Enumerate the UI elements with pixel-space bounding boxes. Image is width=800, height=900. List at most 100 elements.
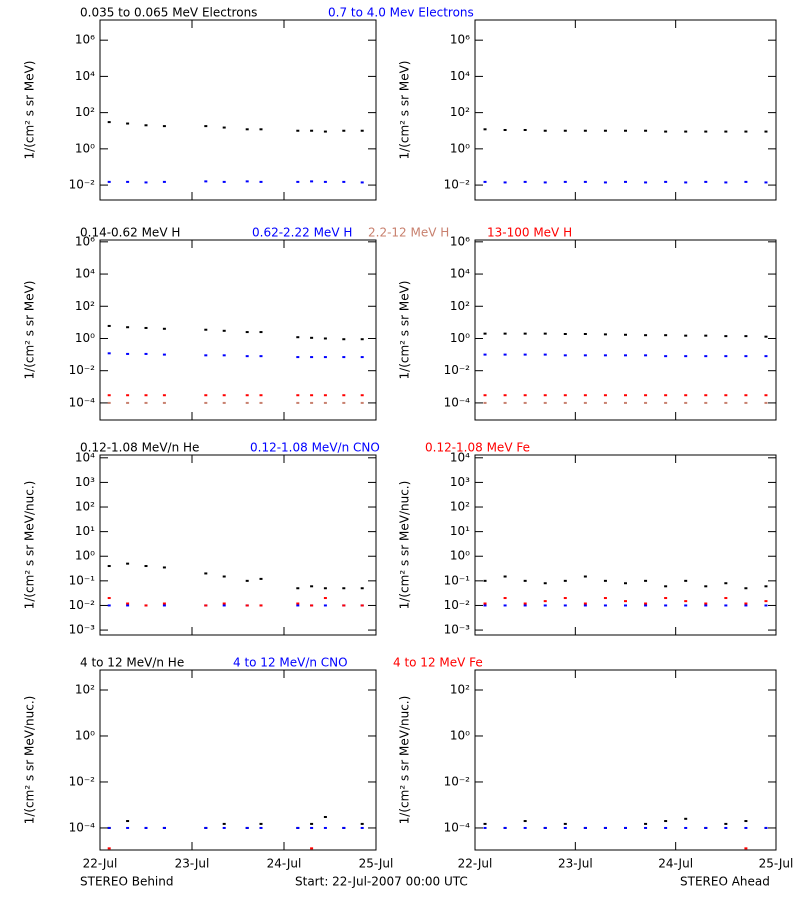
data-point bbox=[583, 332, 587, 335]
legend-label: 0.62-2.22 MeV H bbox=[252, 226, 352, 240]
data-point bbox=[259, 355, 263, 358]
y-tick-label: 10⁻² bbox=[444, 363, 471, 377]
data-point bbox=[664, 130, 668, 133]
data-point bbox=[144, 394, 148, 397]
plot-frame bbox=[99, 19, 377, 201]
data-point bbox=[296, 129, 300, 132]
data-point bbox=[323, 604, 327, 607]
data-point bbox=[126, 401, 130, 404]
data-point bbox=[644, 579, 648, 582]
data-point bbox=[684, 394, 688, 397]
y-tick-label: 10⁴ bbox=[75, 267, 95, 281]
data-point bbox=[483, 602, 487, 605]
data-point bbox=[764, 600, 768, 603]
data-point bbox=[310, 129, 314, 132]
data-point bbox=[704, 826, 708, 829]
legend-label: 0.12-1.08 MeV/n CNO bbox=[250, 441, 380, 455]
y-tick-label: 10⁶ bbox=[450, 33, 470, 47]
data-point bbox=[342, 826, 346, 829]
data-point bbox=[310, 826, 314, 829]
data-point bbox=[563, 332, 567, 335]
data-point bbox=[603, 401, 607, 404]
y-tick-label: 10⁻² bbox=[444, 178, 471, 192]
data-point bbox=[107, 180, 111, 183]
data-point bbox=[222, 826, 226, 829]
data-point bbox=[204, 401, 208, 404]
data-point bbox=[744, 587, 748, 590]
data-point bbox=[563, 604, 567, 607]
y-tick-label: 10⁻³ bbox=[444, 623, 471, 637]
data-point bbox=[624, 333, 627, 336]
data-point bbox=[323, 394, 327, 397]
y-tick-label: 10⁻⁴ bbox=[444, 820, 471, 834]
x-tick-label: 24-Jul bbox=[267, 857, 302, 871]
data-point bbox=[543, 181, 547, 184]
data-point bbox=[144, 352, 148, 355]
data-point bbox=[764, 335, 768, 338]
y-tick-label: 10⁶ bbox=[75, 234, 95, 248]
data-point bbox=[704, 394, 708, 397]
data-point bbox=[563, 129, 567, 132]
y-tick-label: 10⁻¹ bbox=[444, 573, 471, 587]
data-point bbox=[624, 394, 627, 397]
y-tick-label: 10⁻² bbox=[69, 178, 96, 192]
data-point bbox=[664, 820, 668, 823]
data-point bbox=[144, 401, 148, 404]
data-point bbox=[603, 597, 607, 600]
data-point bbox=[483, 394, 487, 397]
data-point bbox=[144, 604, 148, 607]
y-tick-label: 10⁻² bbox=[444, 598, 471, 612]
footer-left: STEREO Behind bbox=[80, 875, 174, 889]
data-point bbox=[603, 333, 607, 336]
data-point bbox=[583, 604, 587, 607]
data-point bbox=[684, 817, 688, 820]
data-point bbox=[684, 579, 688, 582]
data-point bbox=[245, 394, 249, 397]
data-point bbox=[704, 401, 708, 404]
data-point bbox=[764, 355, 768, 358]
data-point bbox=[483, 401, 487, 404]
data-point bbox=[503, 394, 507, 397]
y-axis-label: 1/(cm² s sr MeV/nuc.) bbox=[23, 481, 37, 610]
legend-label: 0.14-0.62 MeV H bbox=[80, 226, 180, 240]
data-point bbox=[744, 355, 748, 358]
data-point bbox=[764, 585, 768, 588]
data-point bbox=[503, 597, 507, 600]
y-tick-label: 10⁴ bbox=[75, 450, 95, 464]
data-point bbox=[523, 604, 527, 607]
data-point bbox=[222, 575, 226, 578]
data-point bbox=[204, 180, 208, 183]
data-point bbox=[310, 847, 314, 850]
data-point bbox=[704, 180, 708, 183]
legend-label: 13-100 MeV H bbox=[487, 226, 572, 240]
data-point bbox=[222, 394, 226, 397]
data-point bbox=[162, 180, 166, 183]
data-point bbox=[543, 353, 547, 356]
data-point bbox=[503, 181, 507, 184]
data-point bbox=[162, 394, 166, 397]
data-point bbox=[126, 820, 130, 823]
y-tick-label: 10² bbox=[75, 299, 95, 313]
data-point bbox=[126, 180, 130, 183]
data-point bbox=[583, 129, 587, 132]
data-point bbox=[360, 587, 364, 590]
data-point bbox=[483, 180, 487, 183]
y-axis-label: 1/(cm² s sr MeV/nuc.) bbox=[398, 696, 412, 825]
data-point bbox=[583, 401, 587, 404]
data-point bbox=[543, 332, 547, 335]
data-point bbox=[222, 602, 226, 605]
y-tick-label: 10⁻¹ bbox=[69, 573, 96, 587]
data-point bbox=[245, 604, 249, 607]
y-tick-label: 10⁻² bbox=[69, 363, 96, 377]
data-point bbox=[503, 128, 507, 131]
data-point bbox=[107, 597, 111, 600]
data-point bbox=[744, 820, 748, 823]
data-point bbox=[360, 401, 364, 404]
data-point bbox=[523, 401, 527, 404]
data-point bbox=[523, 602, 527, 605]
data-point bbox=[563, 822, 567, 825]
legend-label: 0.12-1.08 MeV Fe bbox=[425, 441, 530, 455]
y-tick-label: 10⁻⁴ bbox=[69, 395, 96, 409]
data-point bbox=[296, 604, 300, 607]
